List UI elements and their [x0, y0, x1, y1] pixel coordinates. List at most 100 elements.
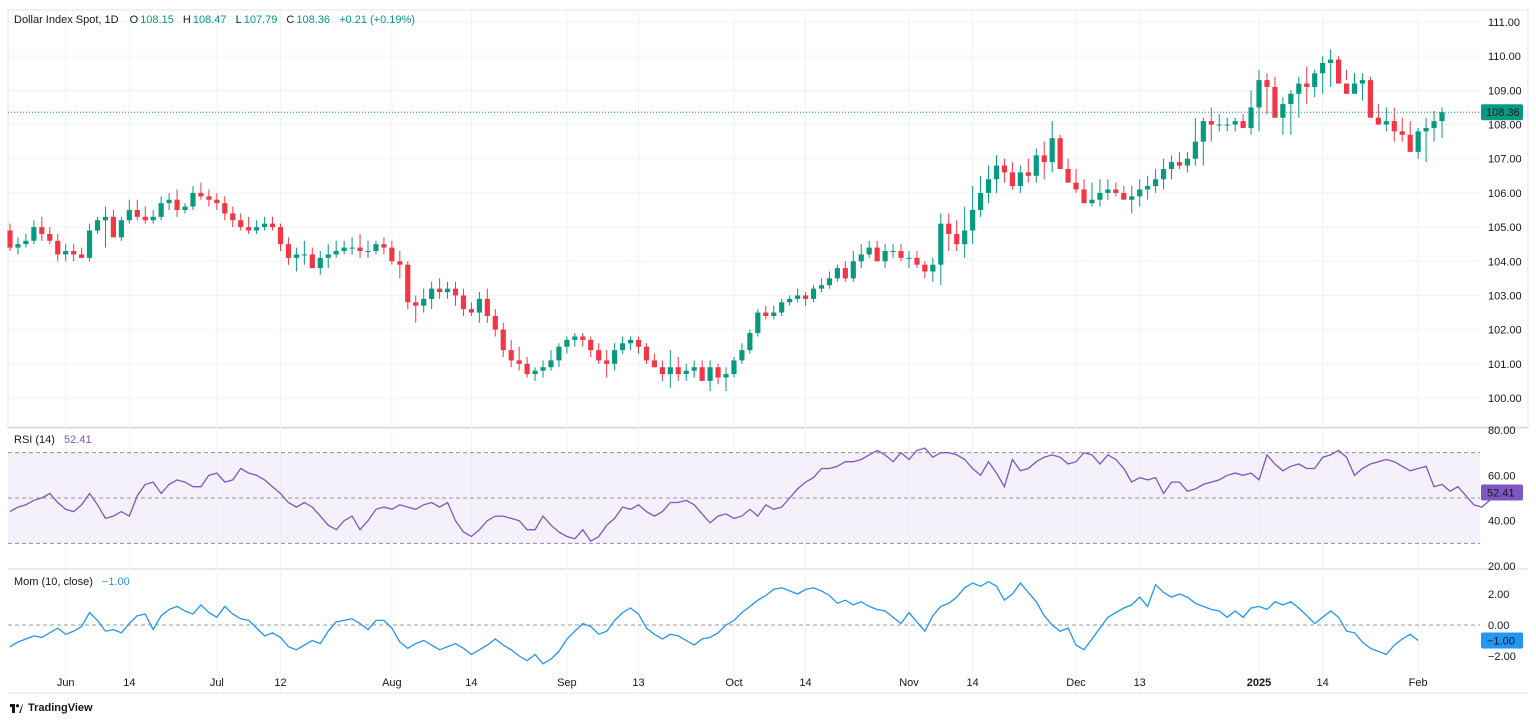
price-tick-label: 102.00	[1488, 325, 1522, 337]
time-tick-label: Feb	[1409, 677, 1428, 689]
candle	[1168, 155, 1175, 180]
time-tick-label: Jun	[57, 677, 75, 689]
rsi-tick-label: 60.00	[1488, 470, 1516, 482]
candle	[1280, 97, 1286, 135]
price-tick-label: 109.00	[1488, 85, 1522, 97]
candle-body	[166, 199, 172, 204]
rsi-line	[9, 447, 1506, 542]
candle-body	[23, 240, 29, 245]
candle	[564, 336, 570, 354]
mom-title[interactable]: Mom (10, close)	[14, 576, 93, 588]
candle-body	[795, 295, 801, 299]
mom-value-badge	[1481, 632, 1523, 649]
candle-body	[325, 254, 331, 258]
candle	[94, 216, 101, 234]
candle-body	[437, 288, 443, 293]
rsi-value: 52.41	[64, 434, 92, 446]
price-tick-label: 106.00	[1488, 188, 1522, 200]
time-tick-label: Nov	[899, 677, 919, 689]
candle-body	[460, 295, 467, 310]
candle	[429, 281, 435, 310]
candle	[667, 350, 673, 388]
candle-body	[874, 247, 880, 262]
candle-body	[357, 247, 363, 252]
candle	[1160, 158, 1167, 190]
candle	[158, 196, 164, 221]
candle-body	[747, 333, 753, 351]
candle	[659, 360, 665, 381]
candle	[755, 309, 761, 337]
rsi-title[interactable]: RSI (14)	[14, 434, 55, 446]
candle	[397, 251, 403, 279]
price-tick-label: 107.00	[1488, 154, 1522, 166]
candle-body	[556, 346, 562, 361]
candle	[826, 271, 833, 289]
candle	[810, 285, 817, 303]
candle	[405, 261, 411, 310]
candle	[1296, 76, 1302, 118]
symbol-title[interactable]: Dollar Index Spot, 1D	[14, 14, 119, 26]
candle-body	[659, 367, 665, 375]
footer-brand[interactable]: TradingView	[10, 702, 93, 714]
high-value: 108.47	[192, 14, 227, 26]
price-tick-label: 104.00	[1488, 256, 1522, 268]
candle	[142, 206, 148, 224]
candle	[277, 223, 284, 252]
candle	[134, 199, 140, 221]
candle	[1081, 179, 1087, 204]
candle	[285, 237, 292, 265]
candle-body	[150, 216, 156, 221]
candle	[977, 175, 984, 217]
candle	[214, 192, 220, 210]
candle	[572, 333, 578, 347]
candle-body	[39, 227, 45, 234]
candle-body	[1129, 196, 1135, 200]
mom-tick-label: 0.00	[1488, 620, 1509, 632]
candle-body	[47, 233, 53, 241]
candle-body	[1391, 121, 1397, 132]
time-tick-label: 13	[1134, 677, 1146, 689]
candle-body	[675, 367, 681, 375]
low-label: L	[235, 14, 242, 26]
candle	[31, 220, 37, 245]
time-tick-label: Sep	[557, 677, 577, 689]
candle-body	[842, 268, 848, 279]
candle	[1073, 168, 1079, 193]
candle	[484, 288, 490, 323]
candle-body	[596, 350, 602, 361]
candle	[437, 278, 443, 299]
candle	[731, 356, 737, 378]
candle-body	[548, 360, 554, 368]
candle	[1017, 165, 1023, 193]
candle	[301, 240, 307, 265]
candle-body	[667, 367, 673, 375]
candle	[643, 343, 650, 364]
candle-body	[158, 203, 164, 217]
candle	[516, 346, 522, 371]
candle-body	[643, 346, 650, 361]
candle	[890, 244, 896, 258]
candle-body	[962, 230, 968, 245]
candle-body	[1248, 107, 1254, 128]
candle-body	[397, 261, 403, 265]
rsi-tick-label: 20.00	[1488, 561, 1516, 573]
candle-body	[627, 339, 634, 344]
candle	[230, 206, 236, 228]
candle	[938, 213, 944, 286]
candle-body	[787, 298, 793, 303]
candle	[166, 192, 172, 210]
candle-body	[946, 223, 952, 234]
candle-body	[1328, 59, 1334, 64]
candle-body	[731, 360, 737, 375]
candle-body	[1001, 165, 1008, 173]
candle	[1359, 73, 1366, 101]
time-tick-label: 14	[966, 677, 978, 689]
candle	[1089, 182, 1095, 207]
candle	[779, 298, 785, 316]
candle	[198, 182, 204, 200]
candle-body	[540, 367, 546, 371]
candle	[874, 240, 880, 262]
price-pane-border	[7, 9, 1529, 428]
